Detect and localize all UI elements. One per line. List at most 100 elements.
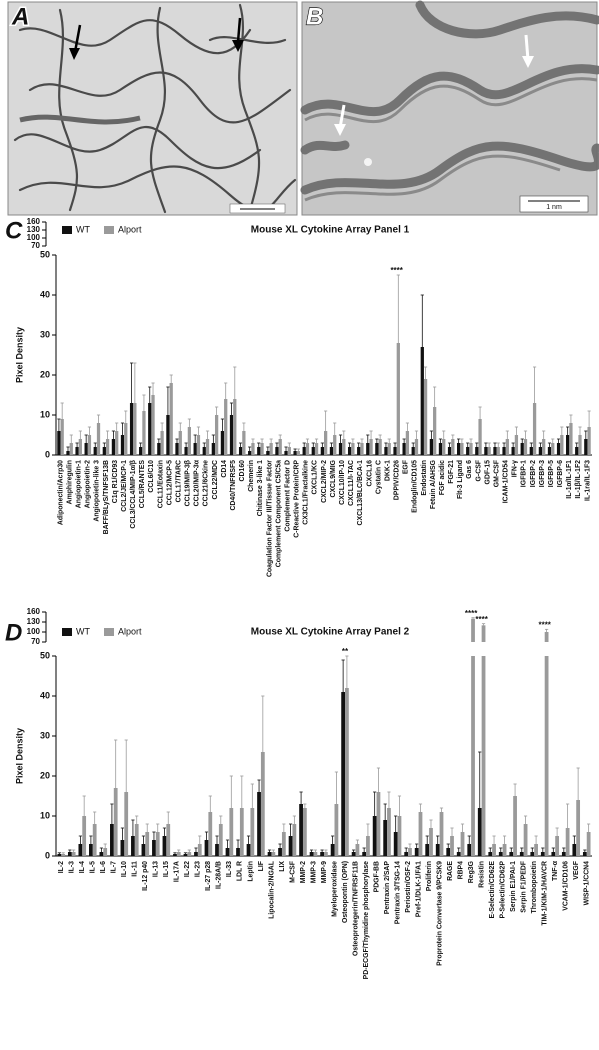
bar [61,854,66,856]
y-tick-label: 20 [40,369,50,379]
bar [324,852,328,856]
bar [302,808,307,856]
bar [111,439,116,455]
x-tick-label: IL-27 p28 [205,861,212,891]
bar [411,447,415,455]
bar [330,844,335,856]
bar [387,443,391,455]
bar [575,447,579,455]
bar [103,848,108,856]
bar [438,443,443,455]
x-tick-label: BAFF/BLyS/TNFSF13B [103,460,110,534]
x-tick-label: DPPIV/CD26 [394,460,401,500]
bar [202,447,206,455]
bar [124,792,129,856]
bar [351,443,355,455]
x-tick-label: Osteoprotegerin/TNFRSF11B [352,861,359,956]
bar [224,399,228,455]
bar [467,844,472,856]
bar [475,447,479,455]
x-tick-label: CXCL9/MIG [330,460,337,498]
x-tick-label: IL-1β/IL-1F2 [575,460,582,499]
bar [523,824,528,856]
legend-swatch [62,226,72,234]
bar [423,379,428,455]
bar [166,824,171,856]
x-tick-label: Serpin F1/PEDF [521,861,528,913]
bar [204,840,209,856]
x-tick-label: Lipocalin-2/NGAL [268,861,275,919]
bar [376,792,381,856]
y-tick-label: 10 [40,810,50,820]
bar [218,824,223,856]
bar [187,427,191,455]
x-tick-label: Angiopoietin-1 [76,460,83,508]
bar [555,836,559,856]
bar [225,848,230,856]
x-tick-label: Flt-3 Ligand [457,460,464,499]
bar [173,854,177,856]
bar [208,812,213,856]
x-tick-label: IL-23 [195,861,202,877]
bar [281,832,286,856]
x-tick-label: IGFBP-1 [521,460,528,487]
panel-letter: C [5,217,23,244]
x-tick-label: CD14 [221,460,228,478]
bar [369,439,373,455]
bar [296,451,301,455]
bar [287,447,291,455]
x-tick-label: Pref-1/DLK-1/FA1 [415,861,422,917]
bar [487,447,491,455]
bar [360,443,364,455]
bar-upper [471,618,475,642]
bar [120,840,125,856]
bar [166,415,170,455]
bar [425,844,430,856]
bar [139,447,143,455]
bar [420,347,424,455]
x-tick-label: IL-3 [69,861,76,873]
bar [538,447,543,455]
bar [357,447,361,455]
y-tick-label: 40 [40,289,50,299]
bar [113,788,118,856]
bar [284,451,288,455]
bar [450,836,454,856]
bar [257,792,261,856]
bar [178,431,182,455]
bar [169,383,173,455]
x-tick-label: LDL R [237,861,244,881]
y-upper-tick-label: 100 [27,233,41,242]
bar [229,808,234,856]
bar [105,439,110,455]
x-tick-label: ICAM-1/CD54 [503,460,510,503]
bar [133,403,137,455]
x-tick-label: Reg3G [468,861,475,883]
bar [351,852,356,856]
bar [148,403,152,455]
bar [157,443,161,455]
bar [514,435,519,455]
bar [142,411,146,455]
bar [534,844,538,856]
bar [481,656,486,856]
bar [211,443,215,455]
x-tick-label: Endoglin/CD105 [412,460,419,513]
x-tick-label: CX3CL1/Fractalkine [303,460,310,525]
x-tick-label: IL-28A/B [216,861,223,889]
bar [184,447,188,455]
x-tick-label: TIM-1/KIM-1/HAVCR [542,861,549,926]
x-tick-label: IL-5 [90,861,97,873]
bar [267,852,272,856]
bar [513,796,517,856]
bar [175,443,179,455]
bar [355,844,360,856]
bar [214,415,219,455]
x-tick-label: FGF-21 [448,460,455,484]
scale-bar-label: 1 nm [546,204,562,211]
bar [151,395,155,455]
x-tick-label: IL-11 [132,861,139,877]
bar [532,403,537,455]
bar [502,844,507,856]
bar [519,852,524,856]
